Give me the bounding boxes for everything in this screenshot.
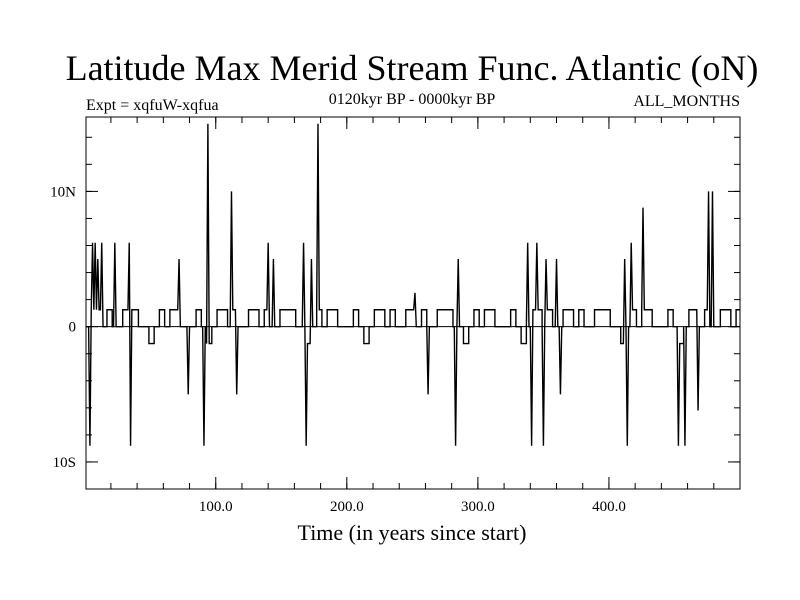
y-tick-label: 10N (50, 184, 76, 200)
plot-frame (85, 116, 741, 490)
x-tick-label: 300.0 (461, 499, 495, 515)
x-tick-label: 400.0 (592, 499, 626, 515)
x-tick-label: 200.0 (330, 499, 364, 515)
time-range-label: 0120kyr BP - 0000kyr BP (329, 91, 496, 108)
y-tick-label: 0 (69, 320, 77, 336)
months-label: ALL_MONTHS (633, 93, 740, 110)
series-line (86, 123, 740, 446)
plot-area: 100.0 200.0 300.0 400.0 10N 0 10S (50, 116, 741, 515)
y-tick-label: 10S (53, 455, 76, 471)
experiment-label: Expt = xqfuW-xqfua (86, 97, 219, 114)
chart-title: Latitude Max Merid Stream Func. Atlantic… (66, 48, 759, 88)
x-tick-label: 100.0 (199, 499, 233, 515)
x-axis-label: Time (in years since start) (298, 520, 527, 545)
